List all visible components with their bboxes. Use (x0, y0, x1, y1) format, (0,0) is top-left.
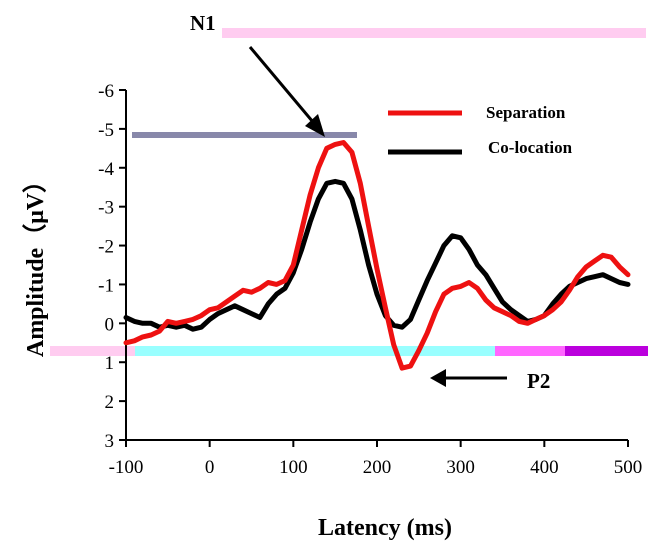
y-tick-label: 0 (105, 314, 115, 335)
y-axis: -6 -5 -4 -3 -2 -1 0 1 2 3 (98, 81, 127, 452)
annotation-p2: P2 (430, 369, 550, 393)
x-axis-title: Latency (ms) (318, 515, 452, 541)
artifact-bar-bottom (50, 346, 648, 356)
annotation-p2-arrowhead (430, 369, 446, 387)
x-tick-label: 500 (614, 457, 643, 478)
artifact-bar-mid (132, 132, 357, 138)
x-tick-label: 0 (205, 457, 215, 478)
annotation-n1-arrowhead (305, 114, 325, 137)
annotation-p2-label: P2 (527, 369, 550, 393)
x-tick-label: 400 (530, 457, 559, 478)
y-tick-label: -5 (98, 120, 114, 141)
legend: Separation Co-location (388, 103, 573, 157)
legend-label-separation: Separation (486, 103, 566, 122)
annotation-n1-label: N1 (190, 11, 216, 35)
x-tick-label: 100 (279, 457, 308, 478)
x-tick-label: 300 (446, 457, 475, 478)
y-tick-label: -2 (98, 237, 114, 258)
x-tick-label: -100 (109, 457, 144, 478)
x-tick-label: 200 (363, 457, 392, 478)
annotation-n1-arrow (248, 46, 320, 129)
legend-label-co-location: Co-location (488, 138, 573, 157)
x-axis: -100 0 100 200 300 400 500 (109, 439, 643, 478)
y-tick-label: -1 (98, 275, 114, 296)
y-tick-label: 2 (105, 392, 115, 413)
artifact-bar-top (222, 28, 646, 38)
series-layer (123, 140, 631, 371)
y-tick-label: 3 (105, 431, 115, 452)
y-tick-label: -4 (98, 159, 114, 180)
annotation-n1: N1 (190, 11, 325, 137)
series-line-separation (123, 140, 631, 371)
y-tick-label: 1 (105, 353, 115, 374)
y-tick-label: -6 (98, 81, 114, 102)
y-axis-title: Amplitude（μV） (22, 169, 49, 357)
y-tick-label: -3 (98, 198, 114, 219)
